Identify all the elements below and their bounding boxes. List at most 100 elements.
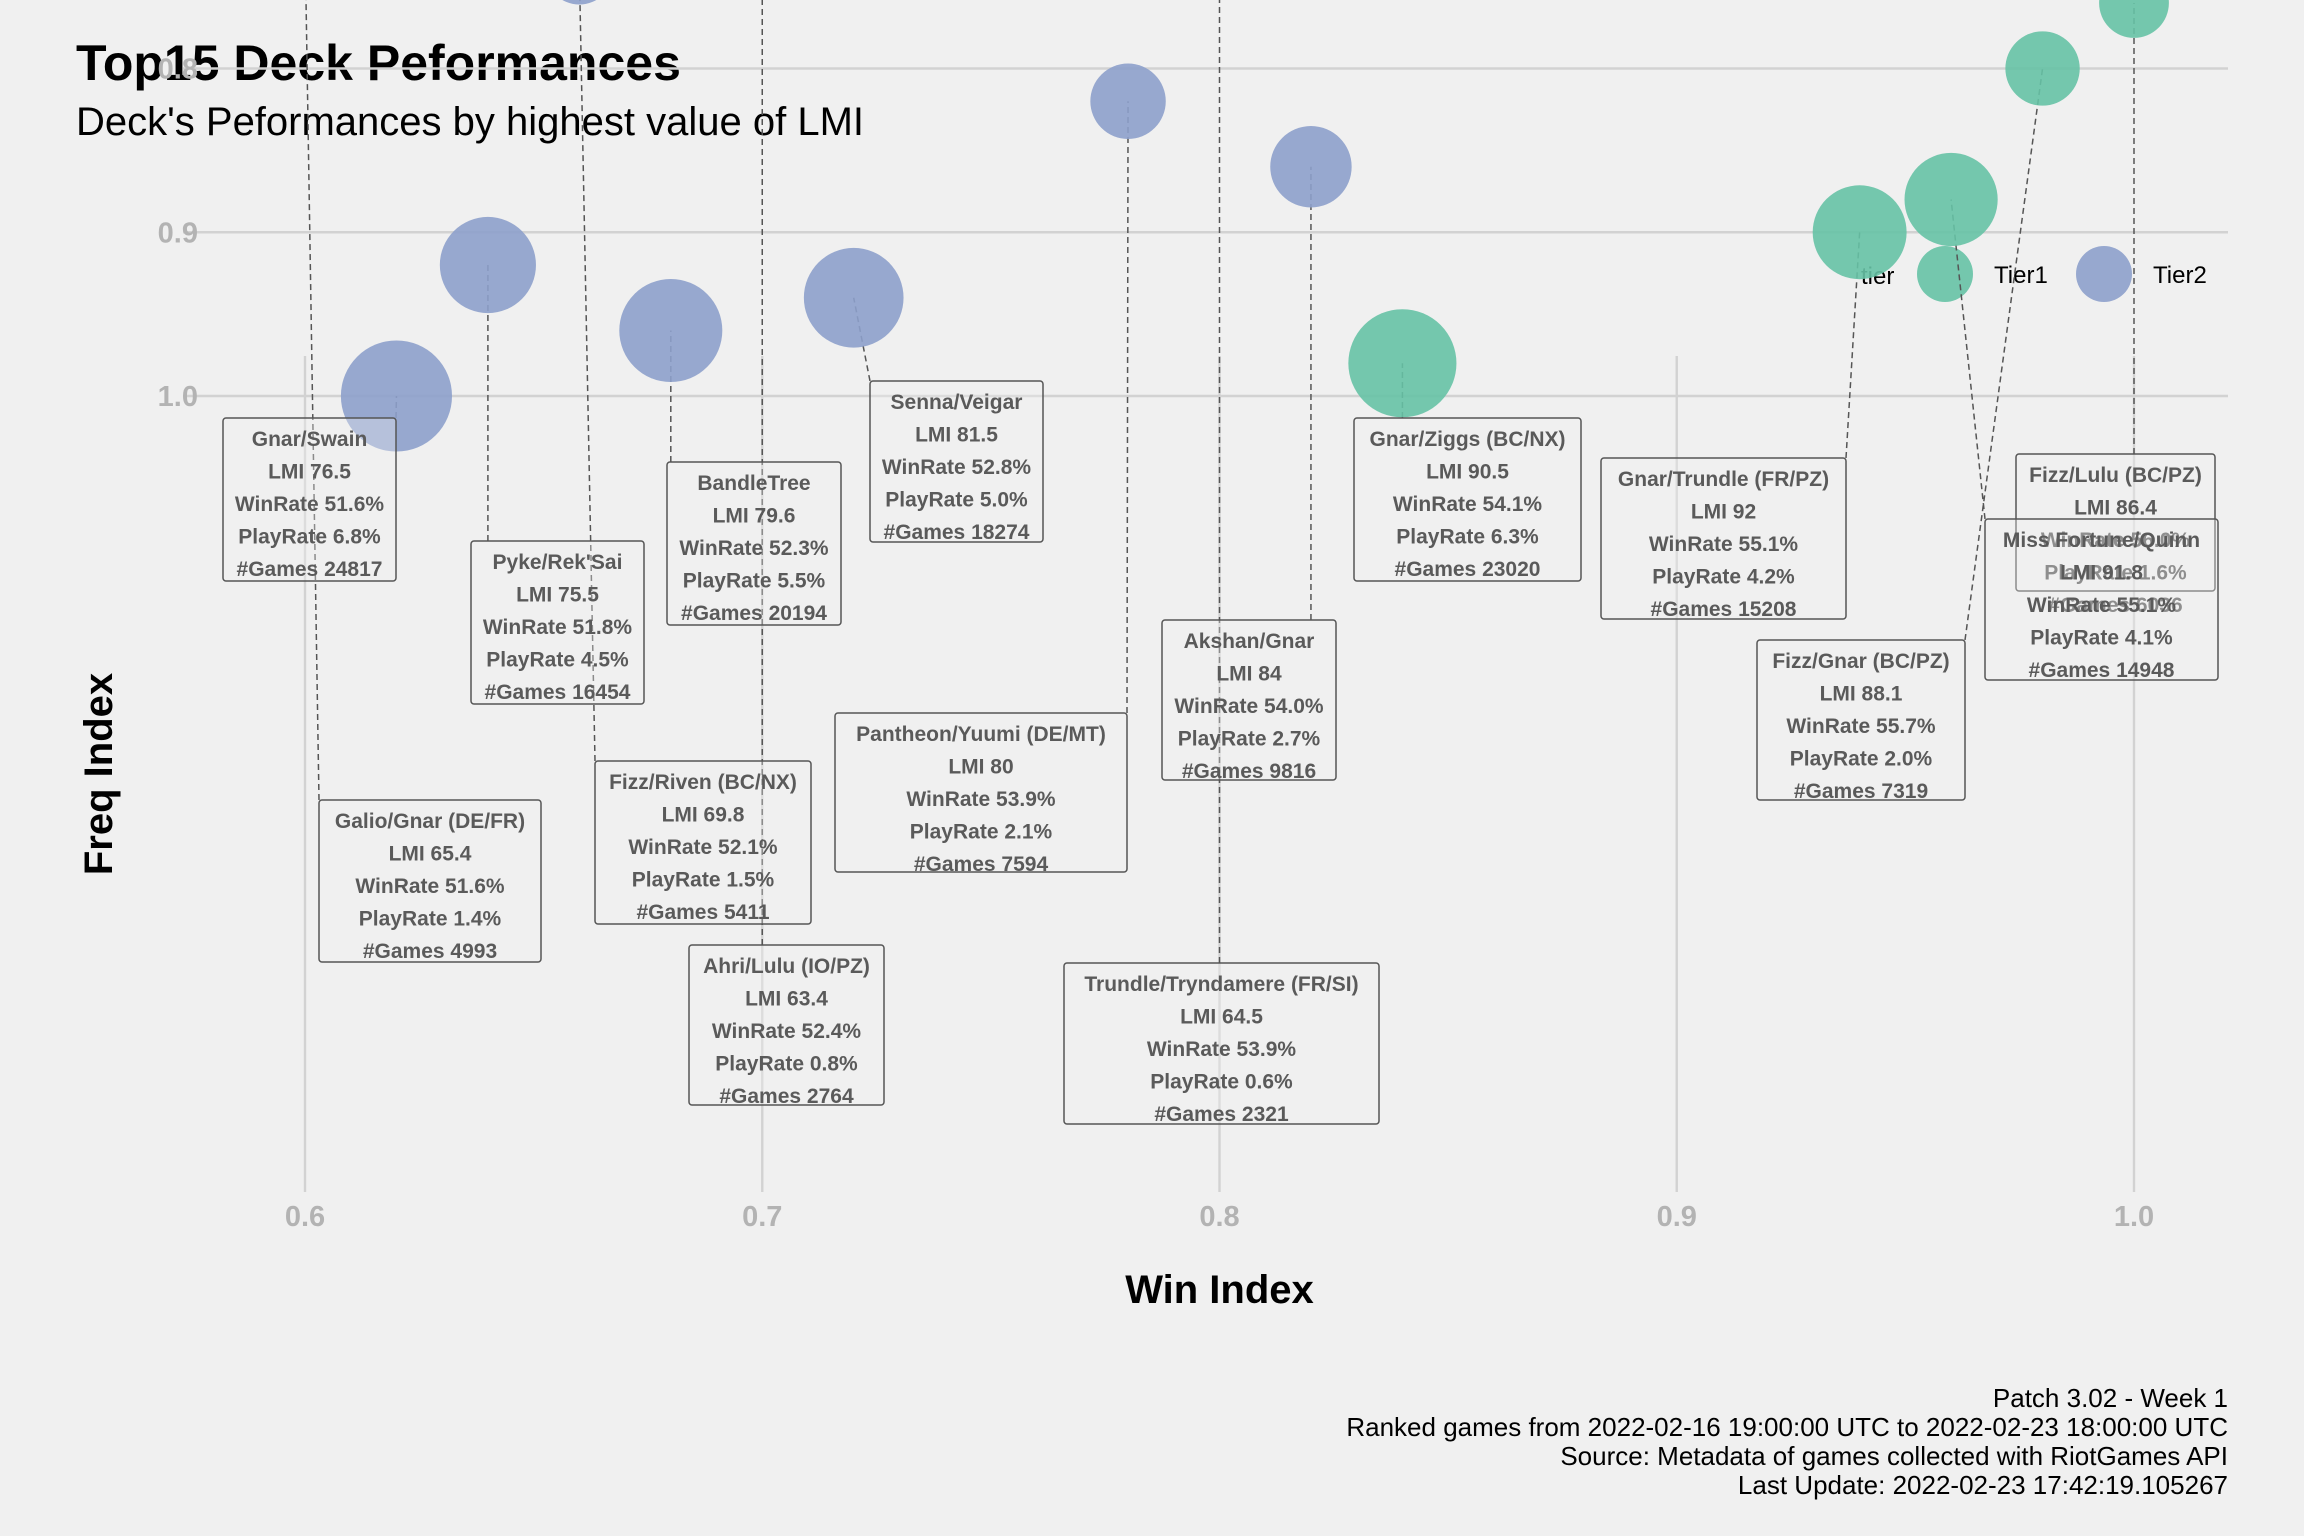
caption-date-range: Ranked games from 2022-02-16 19:00:00 UT… xyxy=(1346,1412,2228,1442)
point-2 xyxy=(619,278,723,383)
x-tick-label: 1.0 xyxy=(2114,1201,2154,1233)
label-games: #Games 7319 xyxy=(1794,780,1928,803)
label-games: #Games 6036 xyxy=(2048,594,2182,617)
y-tick-label: 0.8 xyxy=(158,54,198,86)
label-winrate: WinRate 53.9% xyxy=(1147,1038,1297,1061)
label-games: #Games 15208 xyxy=(1651,598,1797,621)
label-games: #Games 4993 xyxy=(363,940,497,963)
point-1 xyxy=(439,216,536,314)
point-4 xyxy=(1348,309,1457,418)
y-tick-label: 0.9 xyxy=(158,217,198,249)
label-deck: Akshan/Gnar xyxy=(1184,630,1315,653)
caption: Patch 3.02 - Week 1 Ranked games from 20… xyxy=(1346,1384,2228,1500)
label-playrate: PlayRate 2.0% xyxy=(1790,748,1933,771)
label-lmi: LMI 91.8 xyxy=(2060,562,2143,585)
label-playrate: PlayRate 1.6% xyxy=(2044,562,2187,585)
x-axis-title: Win Index xyxy=(1125,1268,1314,1312)
legend-key-tier1 xyxy=(1917,246,1973,302)
x-tick-label: 0.7 xyxy=(742,1201,782,1233)
label-connectors xyxy=(305,0,2135,963)
label-games: #Games 2764 xyxy=(719,1085,854,1108)
label-lmi: LMI 79.6 xyxy=(713,505,796,528)
label-lmi: LMI 80 xyxy=(948,756,1013,779)
label-deck: Pyke/Rek'Sai xyxy=(493,551,623,574)
label-deck: BandleTree xyxy=(697,472,810,495)
label-lmi: LMI 76.5 xyxy=(268,461,351,484)
label-winrate: WinRate 52.3% xyxy=(679,537,829,560)
label-deck: Galio/Gnar (DE/FR) xyxy=(335,810,525,833)
label-games: #Games 9816 xyxy=(1182,760,1316,783)
label-winrate: WinRate 55.1% xyxy=(2027,594,2177,617)
data-points xyxy=(340,0,2169,452)
label-winrate: WinRate 56.0% xyxy=(2041,529,2191,552)
label-deck: Ahri/Lulu (IO/PZ) xyxy=(703,955,870,978)
label-winrate: WinRate 54.1% xyxy=(1393,493,1543,516)
chart-subtitle: Deck's Peformances by highest value of L… xyxy=(76,100,865,144)
label-games: #Games 5411 xyxy=(636,901,769,924)
label-deck: Trundle/Tryndamere (FR/SI) xyxy=(1084,973,1358,996)
label-connector xyxy=(1845,232,1861,459)
point-7 xyxy=(1904,152,1998,247)
label-box xyxy=(666,461,842,626)
legend: tier Tier1 Tier2 xyxy=(1861,246,2207,302)
label-lmi: LMI 86.4 xyxy=(2074,497,2157,520)
legend-label-tier1: Tier1 xyxy=(1994,262,2048,289)
label-lmi: LMI 84 xyxy=(1216,663,1282,686)
label-lmi: LMI 92 xyxy=(1691,501,1756,524)
x-tick-label: 0.9 xyxy=(1657,1201,1697,1233)
caption-last-update: Last Update: 2022-02-23 17:42:19.105267 xyxy=(1737,1470,2228,1500)
label-lmi: LMI 64.5 xyxy=(1180,1006,1263,1029)
label-box xyxy=(1161,619,1337,781)
label-box xyxy=(869,380,1044,543)
point-9 xyxy=(1270,126,1352,208)
label-lmi: LMI 63.4 xyxy=(745,988,828,1011)
label-playrate: PlayRate 4.2% xyxy=(1652,566,1795,589)
label-winrate: WinRate 51.6% xyxy=(235,493,385,516)
label-box xyxy=(1984,518,2219,681)
legend-label-tier2: Tier2 xyxy=(2153,262,2207,289)
label-winrate: WinRate 52.8% xyxy=(882,456,1032,479)
label-playrate: PlayRate 2.7% xyxy=(1178,728,1321,751)
point-5 xyxy=(1812,185,1907,280)
label-playrate: PlayRate 6.8% xyxy=(238,526,381,549)
point-10 xyxy=(1090,63,1166,139)
y-axis-title: Freq Index xyxy=(77,673,121,875)
label-lmi: LMI 75.5 xyxy=(516,584,599,607)
label-winrate: WinRate 52.4% xyxy=(712,1020,862,1043)
label-box xyxy=(1353,417,1582,582)
point-11 xyxy=(562,0,597,5)
label-connector xyxy=(1964,68,2044,641)
label-deck: Fizz/Lulu (BC/PZ) xyxy=(2029,464,2202,487)
point-0 xyxy=(340,340,453,452)
label-deck: Miss Fortune/Quinn xyxy=(2003,529,2200,552)
label-playrate: PlayRate 6.3% xyxy=(1396,526,1539,549)
label-playrate: PlayRate 5.5% xyxy=(683,570,826,593)
label-deck: Gnar/Swain xyxy=(252,428,368,451)
label-lmi: LMI 90.5 xyxy=(1426,461,1509,484)
label-box xyxy=(834,712,1128,873)
x-tick-label: 0.6 xyxy=(285,1201,325,1233)
label-playrate: PlayRate 4.5% xyxy=(486,649,629,672)
label-games: #Games 18274 xyxy=(884,521,1030,544)
label-deck: Fizz/Gnar (BC/PZ) xyxy=(1772,650,1949,673)
label-box xyxy=(594,760,812,925)
legend-key-tier2 xyxy=(2076,246,2132,302)
label-playrate: PlayRate 1.5% xyxy=(632,869,775,892)
point-6 xyxy=(2099,0,2169,38)
point-3 xyxy=(803,247,904,348)
label-playrate: PlayRate 2.1% xyxy=(910,821,1053,844)
point-8 xyxy=(2005,31,2080,106)
label-winrate: WinRate 55.1% xyxy=(1649,533,1799,556)
label-playrate: PlayRate 0.8% xyxy=(715,1053,858,1076)
label-deck: Fizz/Riven (BC/NX) xyxy=(609,771,797,794)
label-lmi: LMI 81.5 xyxy=(915,424,998,447)
label-connector xyxy=(1126,101,1129,714)
label-connector xyxy=(1950,199,1986,520)
x-tick-label: 0.8 xyxy=(1199,1201,1239,1233)
label-games: #Games 2321 xyxy=(1154,1103,1289,1126)
label-games: #Games 14948 xyxy=(2029,659,2175,682)
label-playrate: PlayRate 4.1% xyxy=(2030,627,2173,650)
caption-source: Source: Metadata of games collected with… xyxy=(1560,1441,2228,1471)
